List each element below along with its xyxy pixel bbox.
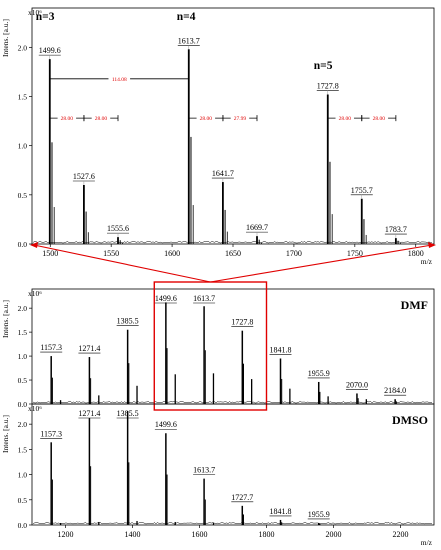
panel-top-peak-label: 1783.7 bbox=[385, 225, 407, 234]
panel-top-spacing-label: 28.00 bbox=[373, 116, 386, 122]
panel-bottom-ytick-label: 0.0 bbox=[18, 521, 28, 530]
panel-middle-baseline-noise bbox=[32, 401, 433, 404]
panel-top-peak-label: 1727.8 bbox=[317, 82, 339, 91]
panel-top-peak-label: 1669.7 bbox=[246, 223, 268, 232]
panel-bottom-ytick-label: 1.5 bbox=[18, 445, 28, 454]
panel-top-ytick-label: 2.0 bbox=[18, 43, 28, 52]
panel-middle-peak-label: 1385.5 bbox=[117, 317, 139, 326]
panel-top-spacing-label: 28.00 bbox=[95, 116, 108, 122]
panel-middle-peak-label: 1499.6 bbox=[155, 294, 177, 303]
panel-top-xtick-label: 1700 bbox=[286, 249, 302, 258]
panel-top-frame bbox=[31, 7, 435, 245]
panel-bottom-ytick-label: 0.5 bbox=[18, 496, 28, 505]
panel-top-spacing-label-bg bbox=[57, 115, 77, 122]
panel-bottom-y-multiplier: x10⁶ bbox=[28, 404, 42, 413]
panel-top-spacing-label-bg bbox=[196, 115, 216, 122]
panel-top-annotation: n=5 bbox=[314, 60, 333, 72]
panel-top-spacing-label-bg bbox=[369, 115, 389, 122]
panel-bottom-xtick-label: 2200 bbox=[393, 530, 409, 539]
panel-top-ytick-label: 0.5 bbox=[18, 191, 28, 200]
panel-top-spacing-label-bg bbox=[335, 115, 355, 122]
panel-bottom-xtick-label: 1800 bbox=[259, 530, 275, 539]
panel-bottom-peak-label: 1955.9 bbox=[308, 510, 330, 519]
panel-bottom-xtick-label: 2000 bbox=[326, 530, 342, 539]
panel-top-peak-label: 1499.6 bbox=[39, 46, 61, 55]
panel-bottom-peak-label: 1157.3 bbox=[40, 429, 62, 438]
panel-middle-ytick-label: 0.0 bbox=[18, 400, 28, 409]
zoom-arrowhead-right bbox=[428, 242, 436, 248]
panel-bottom-xtick-label: 1400 bbox=[125, 530, 141, 539]
panel-top-peak-label: 1613.7 bbox=[178, 36, 200, 45]
panel-top-spacing-label-bg bbox=[230, 115, 250, 122]
panel-top-xtick-label: 1750 bbox=[347, 249, 363, 258]
panel-top-xtick-label: 1600 bbox=[164, 249, 180, 258]
panel-top-ytick-label: 1.5 bbox=[18, 93, 28, 102]
panel-middle-peak-label: 1955.9 bbox=[308, 369, 330, 378]
panel-bottom-peak-label: 1727.7 bbox=[231, 493, 253, 502]
zoom-connector-right bbox=[210, 244, 433, 283]
panel-middle-peak-label: 1613.7 bbox=[193, 294, 215, 303]
panel-top-annotation: n=3 bbox=[36, 11, 55, 23]
panel-middle-ytick-label: 1.0 bbox=[18, 352, 28, 361]
panel-bottom-series-name: DMSO bbox=[392, 413, 428, 427]
panel-middle-peak-label: 1841.8 bbox=[270, 345, 292, 354]
panel-top-peak-label: 1527.6 bbox=[73, 172, 95, 181]
panel-top-peak-label: 1641.7 bbox=[212, 169, 234, 178]
panel-top-spacing-label: 28.00 bbox=[200, 116, 213, 122]
panel-bottom-ylabel: Intens. [a.u.] bbox=[1, 415, 10, 453]
panel-bottom-xtick-label: 1600 bbox=[192, 530, 208, 539]
panel-middle-peak-label: 1271.4 bbox=[78, 344, 100, 353]
panel-bottom-ytick-label: 1.0 bbox=[18, 471, 28, 480]
panel-middle-peak-label: 1727.8 bbox=[231, 318, 253, 327]
panel-top-xtick-label: 1650 bbox=[225, 249, 241, 258]
panel-top-spacing-label: 27.99 bbox=[234, 116, 247, 122]
panel-middle-y-multiplier: x10⁶ bbox=[28, 289, 42, 298]
panel-middle-series-name: DMF bbox=[401, 298, 428, 312]
panel-top-annotation: n=4 bbox=[177, 11, 196, 23]
panel-bottom-xlabel: m/z bbox=[421, 538, 433, 547]
panel-middle-peak-label: 2184.0 bbox=[384, 386, 406, 395]
panel-top-spacing-label: 114.08 bbox=[112, 77, 127, 83]
panel-top-xtick-label: 1500 bbox=[42, 249, 58, 258]
panel-top-spacing-label: 28.00 bbox=[339, 116, 352, 122]
panel-bottom-peak-label: 1841.8 bbox=[270, 507, 292, 516]
panel-top-ytick-label: 0.0 bbox=[18, 240, 28, 249]
panel-top-peak-label: 1555.6 bbox=[107, 224, 129, 233]
zoom-arrowhead-left bbox=[30, 242, 38, 248]
panel-top-ylabel: Intens. [a.u.] bbox=[1, 19, 10, 57]
panel-middle-ytick-label: 0.5 bbox=[18, 376, 28, 385]
panel-bottom-baseline-noise bbox=[32, 522, 433, 525]
panel-middle-peak-label: 2070.0 bbox=[346, 380, 368, 389]
panel-top-xtick-label: 1800 bbox=[408, 249, 424, 258]
panel-middle-ylabel: Intens. [a.u.] bbox=[1, 300, 10, 338]
panel-middle-peak-label: 1157.3 bbox=[40, 343, 62, 352]
panel-top-baseline-noise bbox=[32, 241, 432, 244]
panel-middle-ytick-label: 1.5 bbox=[18, 328, 28, 337]
panel-top-xlabel: m/z bbox=[421, 257, 433, 266]
panel-bottom-ytick-label: 2.0 bbox=[18, 420, 28, 429]
panel-bottom-xtick-label: 1200 bbox=[58, 530, 74, 539]
panel-top-ytick-label: 1.0 bbox=[18, 142, 28, 151]
panel-top-spacing-label-bg bbox=[108, 75, 131, 82]
panel-bottom-peak-label: 1613.7 bbox=[193, 466, 215, 475]
panel-top-spacing-label: 28.00 bbox=[61, 116, 74, 122]
panel-top-y-multiplier: x10⁶ bbox=[28, 8, 42, 17]
panel-top-xtick-label: 1550 bbox=[103, 249, 119, 258]
zoom-connector-left bbox=[33, 244, 211, 283]
panel-bottom-frame bbox=[31, 403, 435, 526]
panel-bottom-peak-label: 1499.6 bbox=[155, 420, 177, 429]
panel-bottom-peak-label: 1271.4 bbox=[78, 409, 100, 418]
panel-top-peak-label: 1755.7 bbox=[351, 186, 373, 195]
panel-top-spacing-label-bg bbox=[91, 115, 111, 122]
panel-bottom-peak-label: 1385.5 bbox=[117, 409, 139, 418]
panel-middle-ytick-label: 2.0 bbox=[18, 304, 28, 313]
